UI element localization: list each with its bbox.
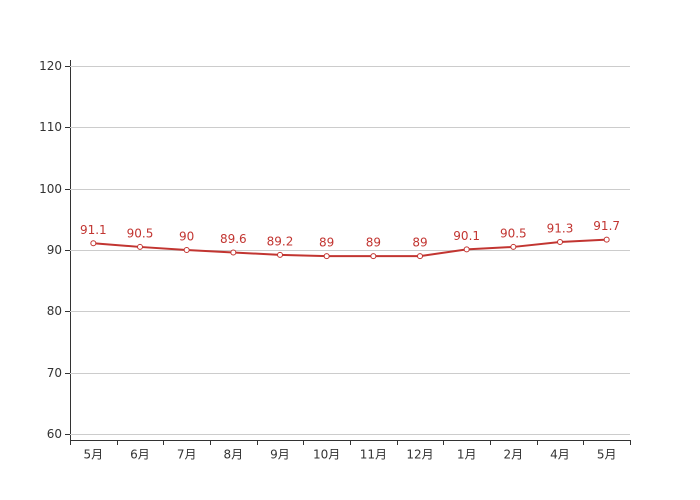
point <box>323 253 330 260</box>
data-label: 91.1 <box>80 223 107 237</box>
point <box>510 243 517 250</box>
point <box>137 243 143 250</box>
point <box>90 240 97 247</box>
point <box>603 236 610 243</box>
x-tick-label: 9月 <box>270 448 290 462</box>
point <box>417 253 423 260</box>
point <box>183 247 190 253</box>
data-label: 89.2 <box>267 234 294 248</box>
point <box>370 253 377 260</box>
x-tick-label: 5月 <box>597 448 617 462</box>
y-tick-label: 60 <box>47 427 62 441</box>
data-label: 89 <box>366 236 381 250</box>
data-label: 89 <box>319 236 334 250</box>
y-tick-label: 110 <box>39 120 62 134</box>
data-label: 91.3 <box>547 222 574 236</box>
x-tick-label: 4月 <box>550 448 570 462</box>
y-tick-label: 120 <box>39 59 62 73</box>
x-tick-label: 8月 <box>224 448 244 462</box>
y-tick-label: 90 <box>47 243 62 257</box>
x-tick-label: 1月 <box>457 448 477 462</box>
x-tick-label: 2月 <box>504 448 524 462</box>
point <box>463 246 470 253</box>
x-tick-label: 12月 <box>406 448 433 462</box>
data-label: 89.6 <box>220 232 247 246</box>
data-label: 90.5 <box>127 226 154 240</box>
y-tick-label: 70 <box>47 366 62 380</box>
x-tick-label: 10月 <box>313 448 340 462</box>
data-label: 90.1 <box>453 229 480 243</box>
point <box>277 251 283 258</box>
x-tick-label: 11月 <box>360 448 387 462</box>
data-label: 91.7 <box>593 219 620 233</box>
point <box>230 249 237 256</box>
point <box>557 239 563 246</box>
y-tick-label: 100 <box>39 182 62 196</box>
x-tick-label: 6月 <box>130 448 150 462</box>
data-label: 90.5 <box>500 226 527 240</box>
data-label: 90 <box>179 230 194 244</box>
x-tick-label: 7月 <box>177 448 197 462</box>
x-tick-label: 5月 <box>84 448 104 462</box>
data-label: 89 <box>412 236 427 250</box>
y-tick-label: 80 <box>47 304 62 318</box>
line <box>93 238 607 258</box>
